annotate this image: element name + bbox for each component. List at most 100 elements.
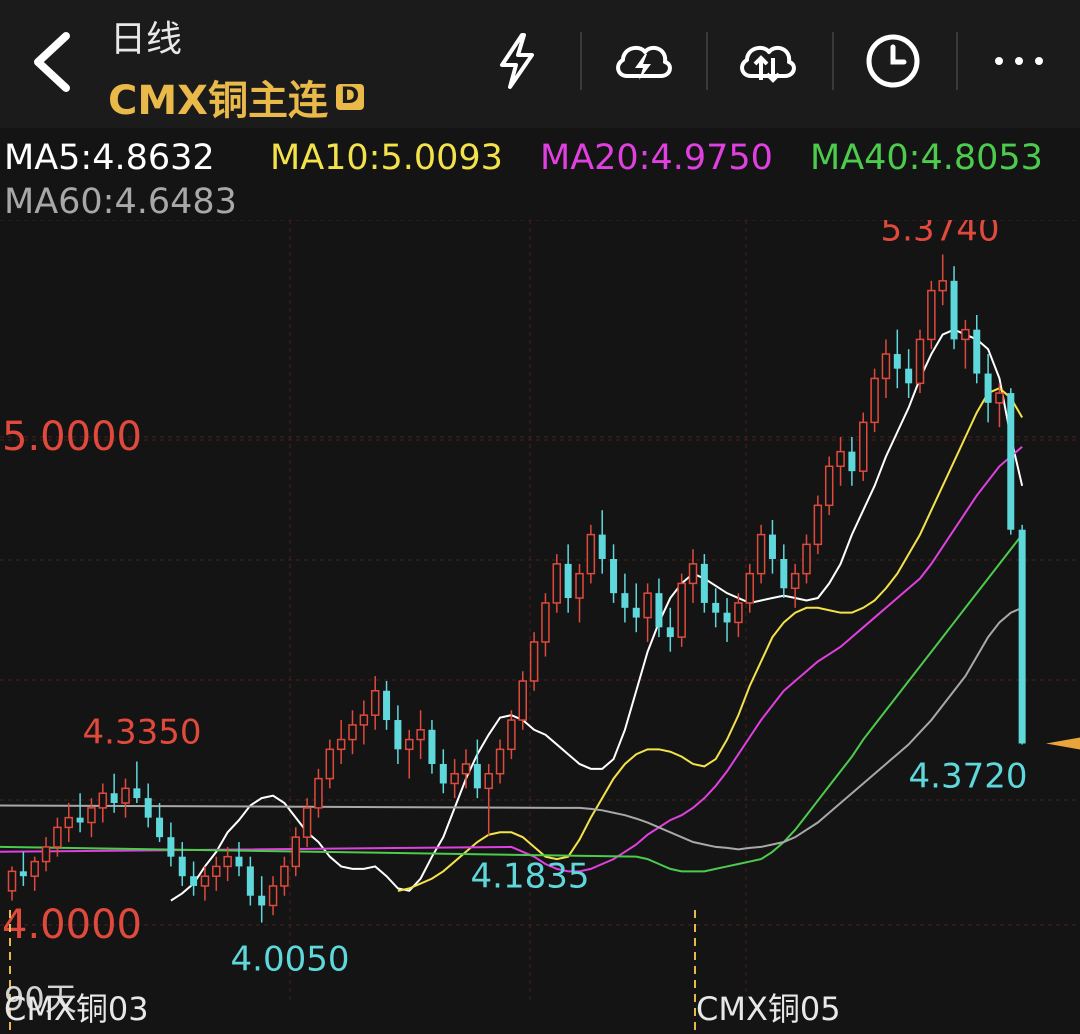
candle-body [53, 826, 62, 848]
candle-body [643, 592, 652, 619]
candle-body [973, 329, 981, 374]
instrument-name[interactable]: CMX铜主连 D [108, 68, 364, 126]
candle-body [394, 720, 402, 750]
candle-body [677, 582, 686, 638]
candle-body [655, 593, 663, 628]
candle-body [428, 729, 436, 764]
candle-body [223, 855, 232, 868]
instrument-label: CMX铜主连 [108, 78, 328, 124]
candle-body [688, 563, 698, 585]
price-annotation: 5.3740 [881, 220, 1000, 249]
lightning-button[interactable] [484, 28, 550, 94]
candle-body [859, 421, 868, 472]
candle-body [893, 354, 901, 369]
price-annotation: 4.3720 [909, 756, 1028, 796]
candle-body [461, 763, 471, 775]
period-badge: D [336, 84, 364, 110]
candle-body [915, 338, 925, 385]
candle-body [258, 895, 266, 906]
candle-body [848, 451, 856, 472]
toolbar-divider [832, 32, 834, 90]
candle-body [790, 572, 800, 590]
candle-body [302, 807, 312, 838]
candle-body [76, 817, 84, 823]
candle-body [927, 289, 936, 341]
cloud-upload-icon [740, 45, 796, 83]
candle-body [64, 816, 73, 829]
candle-body [802, 543, 811, 575]
candle-body [370, 690, 380, 716]
candle-body [200, 875, 210, 887]
price-annotation: 4.1835 [471, 856, 590, 896]
candle-body [598, 534, 606, 559]
back-button[interactable] [22, 26, 86, 98]
clock-icon [866, 34, 920, 88]
candle-body [541, 602, 550, 643]
candle-body [529, 641, 539, 682]
candle-body [110, 793, 118, 803]
candle-body [768, 534, 776, 559]
toolbar-divider [956, 32, 958, 90]
ma60-legend: MA60:4.6483 [4, 182, 237, 222]
candle-body [575, 572, 584, 599]
ma60-line [0, 606, 1023, 851]
candle-body [473, 763, 481, 789]
candle-body [144, 798, 152, 818]
more-button[interactable] [986, 28, 1052, 94]
candle-body [700, 563, 708, 603]
candle-body [712, 602, 720, 613]
candle-body [19, 871, 27, 877]
ma5-legend: MA5:4.8632 [4, 138, 215, 178]
candle-body [950, 280, 958, 340]
candle-body [291, 836, 300, 868]
candle-body [666, 627, 674, 638]
ma10-legend: MA10:5.0093 [270, 138, 503, 178]
candle-body [564, 563, 572, 599]
candle-body [268, 885, 278, 907]
candle-body [178, 856, 186, 877]
candle-body [621, 593, 629, 608]
clock-button[interactable] [860, 28, 926, 94]
candle-body [359, 714, 369, 726]
candle-body [98, 792, 108, 809]
candle-body [416, 729, 425, 741]
candle-body [756, 533, 766, 575]
ma10-line [397, 387, 1024, 892]
toolbar-divider [580, 32, 582, 90]
page-title: 日线 [110, 19, 183, 60]
candle-body [836, 450, 845, 468]
lightning-icon [500, 33, 534, 89]
candle-body [30, 860, 39, 877]
candle-body [507, 719, 516, 751]
ma20-legend: MA20:4.9750 [540, 138, 773, 178]
candle-body [156, 817, 164, 838]
candle-body [383, 690, 391, 721]
cloud-lightning-button[interactable] [610, 28, 676, 94]
candle-body [984, 373, 992, 403]
ma20-line [0, 446, 1023, 873]
candle-body [450, 772, 459, 785]
ma5-line [170, 328, 1024, 902]
candle-body [212, 865, 221, 877]
cloud-lightning-icon [616, 45, 672, 80]
candle-body [41, 846, 51, 863]
candle-body [870, 377, 879, 424]
ma40-line [0, 533, 1023, 873]
candle-body [405, 738, 414, 751]
contract-label: CMX铜03 [4, 990, 149, 1028]
candle-body [7, 870, 17, 892]
candle-body [325, 748, 335, 780]
candle-body [336, 738, 346, 751]
candle-body [1007, 393, 1015, 530]
more-icon [995, 57, 1043, 65]
contract-label: CMX铜05 [696, 990, 841, 1028]
candle-body [167, 837, 175, 857]
candle-body [938, 280, 947, 292]
toolbar-divider [706, 32, 708, 90]
candle-body [824, 465, 834, 507]
candlestick-chart[interactable]: 5.0000 4.0000 5.3740 4.3350 4.1835 4.0050 4.37… [0, 220, 1080, 1034]
candle-body [518, 680, 527, 721]
y-axis-label: 5.0000 [2, 414, 142, 460]
candle-body [552, 563, 562, 604]
cloud-upload-button[interactable] [734, 28, 800, 94]
